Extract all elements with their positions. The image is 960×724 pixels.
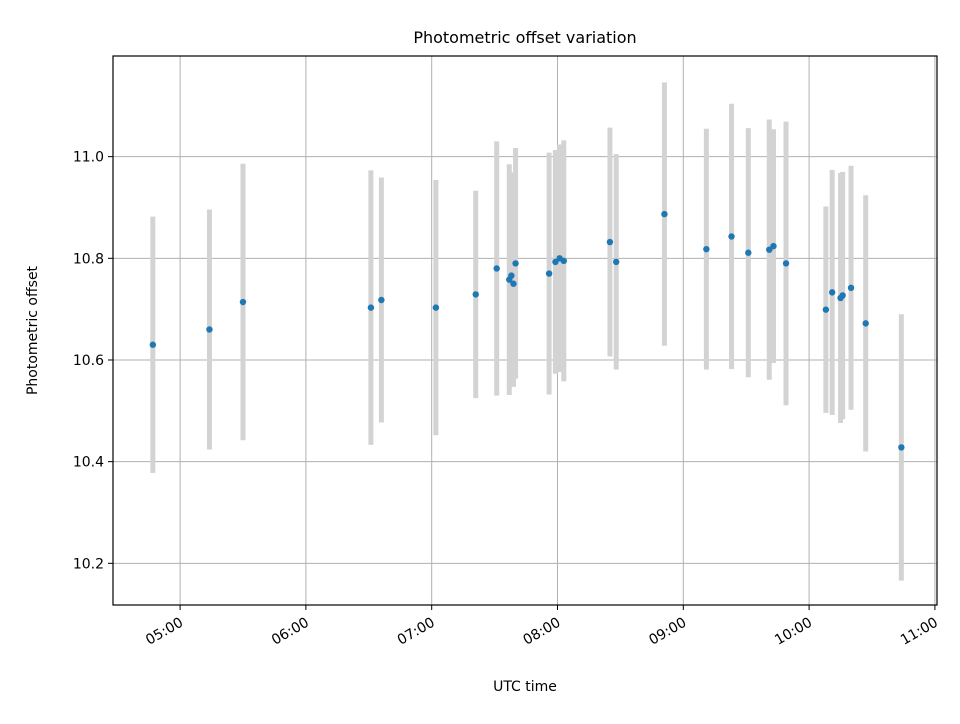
data-point	[782, 260, 790, 267]
data-points	[149, 210, 905, 451]
grid-lines	[113, 56, 937, 605]
chart-title: Photometric offset variation	[413, 28, 636, 47]
data-point	[206, 326, 213, 333]
data-point	[703, 245, 710, 253]
data-point	[661, 210, 668, 218]
plot-frame	[112, 55, 938, 606]
data-point	[822, 306, 830, 313]
data-point	[378, 296, 385, 304]
data-point	[828, 289, 836, 296]
data-point	[552, 258, 559, 266]
data-point	[560, 257, 567, 265]
data-point	[847, 284, 855, 291]
data-point	[432, 304, 440, 311]
data-point	[149, 341, 157, 348]
data-point	[239, 298, 247, 306]
data-point	[766, 246, 773, 253]
data-point	[770, 242, 777, 250]
data-point	[745, 249, 752, 256]
y-tick-label: 10.4	[73, 455, 104, 471]
data-point	[613, 258, 620, 266]
data-point	[472, 291, 479, 298]
data-point	[606, 238, 614, 246]
y-axis-label: Photometric offset	[25, 265, 41, 395]
y-tick-label: 10.8	[73, 251, 104, 267]
x-axis-label: UTC time	[493, 679, 557, 695]
data-point	[493, 265, 500, 272]
data-point	[510, 280, 517, 287]
y-axis-ticks: 10.2 10.4 10.6 10.8 11.0	[73, 150, 113, 572]
data-point	[862, 320, 869, 327]
data-point	[545, 270, 553, 277]
data-point	[508, 272, 515, 279]
data-point	[367, 304, 375, 311]
y-tick-label: 10.2	[73, 556, 104, 572]
y-tick-label: 10.6	[73, 353, 104, 369]
data-point	[839, 292, 846, 299]
data-point	[512, 260, 519, 267]
y-tick-label: 11.0	[73, 150, 104, 166]
data-point	[898, 444, 905, 451]
data-point	[728, 233, 735, 240]
